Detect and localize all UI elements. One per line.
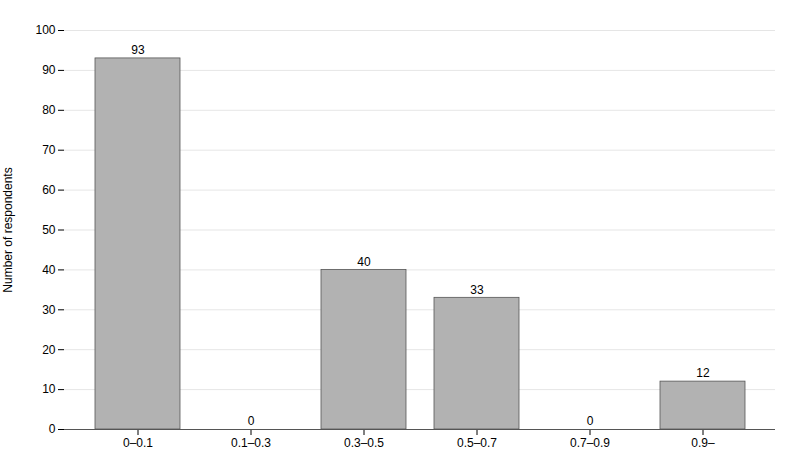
svg-text:0–0.1: 0–0.1 <box>123 436 153 450</box>
svg-text:40: 40 <box>357 255 371 269</box>
svg-text:93: 93 <box>131 43 145 57</box>
svg-text:80: 80 <box>42 103 56 117</box>
svg-text:30: 30 <box>42 303 56 317</box>
svg-text:0: 0 <box>49 422 56 436</box>
svg-text:0.1–0.3: 0.1–0.3 <box>231 436 271 450</box>
svg-text:0: 0 <box>248 414 255 428</box>
svg-text:12: 12 <box>696 366 710 380</box>
svg-text:70: 70 <box>42 143 56 157</box>
svg-text:60: 60 <box>42 183 56 197</box>
svg-text:0.7–0.9: 0.7–0.9 <box>570 436 610 450</box>
svg-text:10: 10 <box>42 382 56 396</box>
svg-text:100: 100 <box>35 23 55 37</box>
svg-text:33: 33 <box>470 283 484 297</box>
svg-text:0.9–: 0.9– <box>691 436 715 450</box>
svg-text:0: 0 <box>587 414 594 428</box>
svg-text:0.3–0.5: 0.3–0.5 <box>344 436 384 450</box>
svg-text:0.5–0.7: 0.5–0.7 <box>457 436 497 450</box>
svg-text:Number of respondents: Number of respondents <box>1 167 15 292</box>
svg-text:40: 40 <box>42 263 56 277</box>
svg-text:20: 20 <box>42 343 56 357</box>
svg-text:90: 90 <box>42 63 56 77</box>
svg-text:50: 50 <box>42 223 56 237</box>
